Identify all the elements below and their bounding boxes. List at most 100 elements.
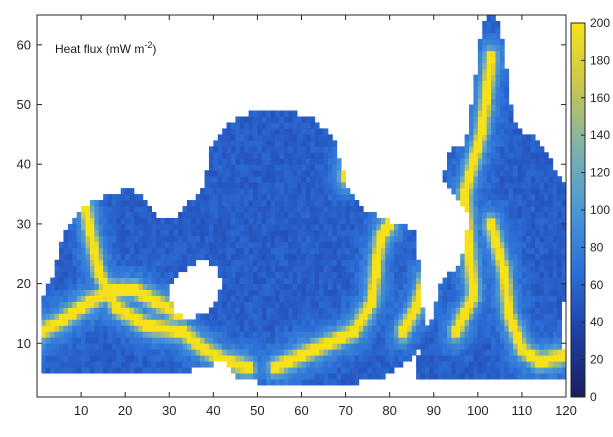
- heatmap-cell: [129, 223, 135, 231]
- heatmap-cell: [283, 200, 289, 207]
- heatmap-cell: [354, 271, 360, 279]
- heatmap-cell: [129, 277, 135, 284]
- heatmap-cell: [226, 188, 232, 195]
- heatmap-cell: [266, 295, 272, 302]
- heatmap-cell: [195, 337, 201, 344]
- heatmap-cell: [222, 217, 227, 225]
- heatmap-cell: [526, 355, 532, 362]
- heatmap-cell: [257, 325, 263, 332]
- heatmap-cell: [239, 140, 245, 147]
- heatmap-cell: [513, 247, 518, 255]
- heatmap-cell: [455, 319, 461, 326]
- heatmap-cell: [248, 146, 254, 153]
- heatmap-cell: [45, 349, 51, 356]
- heatmap-cell: [129, 211, 135, 219]
- heatmap-cell: [482, 241, 488, 249]
- heatmap-cell: [288, 182, 294, 189]
- heatmap-cell: [283, 253, 289, 261]
- heatmap-cell: [543, 307, 549, 314]
- heatmap-cell: [398, 253, 404, 261]
- heatmap-cell: [103, 283, 108, 290]
- heatmap-cell: [341, 361, 346, 368]
- heatmap-cell: [41, 301, 47, 308]
- heatmap-cell: [305, 331, 311, 338]
- heatmap-cell: [376, 313, 382, 320]
- heatmap-cell: [288, 355, 294, 362]
- heatmap-cell: [120, 337, 126, 344]
- heatmap-cell: [486, 229, 492, 237]
- heatmap-cell: [446, 301, 452, 308]
- heatmap-cell: [248, 194, 254, 201]
- heatmap-cell: [521, 277, 527, 284]
- heatmap-cell: [504, 361, 510, 368]
- heatmap-cell: [332, 271, 338, 279]
- heatmap-cell: [482, 50, 488, 58]
- heatmap-cell: [222, 349, 227, 356]
- heatmap-cell: [160, 265, 166, 273]
- heatmap-cell: [323, 241, 329, 249]
- heatmap-cell: [244, 146, 249, 153]
- heatmap-cell: [94, 241, 100, 249]
- heatmap-cell: [208, 307, 214, 314]
- heatmap-cell: [270, 176, 276, 183]
- heatmap-cell: [535, 373, 540, 380]
- heatmap-cell: [491, 110, 496, 117]
- heatmap-cell: [239, 361, 245, 368]
- heatmap-cell: [50, 319, 56, 326]
- heatmap-cell: [332, 158, 338, 165]
- heatmap-cell: [81, 355, 86, 362]
- heatmap-cell: [486, 110, 492, 117]
- heatmap-cell: [548, 313, 554, 320]
- heatmap-cell: [208, 325, 214, 332]
- heatmap-cell: [394, 241, 399, 249]
- heatmap-cell: [561, 283, 566, 290]
- heatmap-cell: [288, 319, 294, 326]
- heatmap-cell: [261, 295, 267, 302]
- heatmap-cell: [358, 343, 364, 350]
- heatmap-cell: [125, 194, 130, 201]
- heatmap-cell: [279, 206, 285, 213]
- heatmap-cell: [521, 152, 527, 159]
- heatmap-cell: [279, 176, 285, 183]
- heatmap-cell: [217, 307, 223, 314]
- heatmap-cell: [103, 277, 108, 284]
- heatmap-cell: [385, 337, 391, 344]
- heatmap-cell: [142, 331, 148, 338]
- heatmap-cell: [411, 265, 417, 273]
- heatmap-cell: [372, 265, 377, 273]
- heatmap-cell: [376, 319, 382, 326]
- heatmap-cell: [323, 170, 329, 177]
- heatmap-cell: [204, 211, 210, 219]
- heatmap-cell: [98, 241, 104, 249]
- heatmap-cell: [433, 349, 439, 356]
- heatmap-cell: [349, 313, 355, 320]
- heatmap-cell: [504, 86, 510, 93]
- heatmap-cell: [147, 307, 153, 314]
- heatmap-cell: [499, 116, 505, 123]
- heatmap-cell: [530, 241, 536, 249]
- heatmap-cell: [275, 313, 280, 320]
- heatmap-cell: [103, 247, 108, 255]
- heatmap-cell: [230, 301, 236, 308]
- heatmap-cell: [248, 217, 254, 225]
- heatmap-cell: [257, 271, 263, 279]
- heatmap-cell: [469, 188, 474, 195]
- heatmap-cell: [363, 271, 369, 279]
- heatmap-cell: [257, 289, 263, 296]
- heatmap-cell: [305, 158, 311, 165]
- heatmap-cell: [332, 217, 338, 225]
- heatmap-cell: [407, 271, 413, 279]
- heatmap-cell: [314, 367, 320, 374]
- heatmap-cell: [138, 307, 144, 314]
- heatmap-cell: [59, 343, 64, 350]
- heatmap-cell: [495, 295, 501, 302]
- heatmap-cell: [557, 182, 562, 189]
- heatmap-cell: [535, 361, 540, 368]
- heatmap-cell: [257, 176, 263, 183]
- heatmap-cell: [248, 313, 254, 320]
- heatmap-cell: [261, 367, 267, 374]
- heatmap-cell: [310, 313, 316, 320]
- heatmap-cell: [266, 110, 272, 117]
- heatmap-cell: [486, 164, 492, 171]
- heatmap-cell: [275, 325, 280, 332]
